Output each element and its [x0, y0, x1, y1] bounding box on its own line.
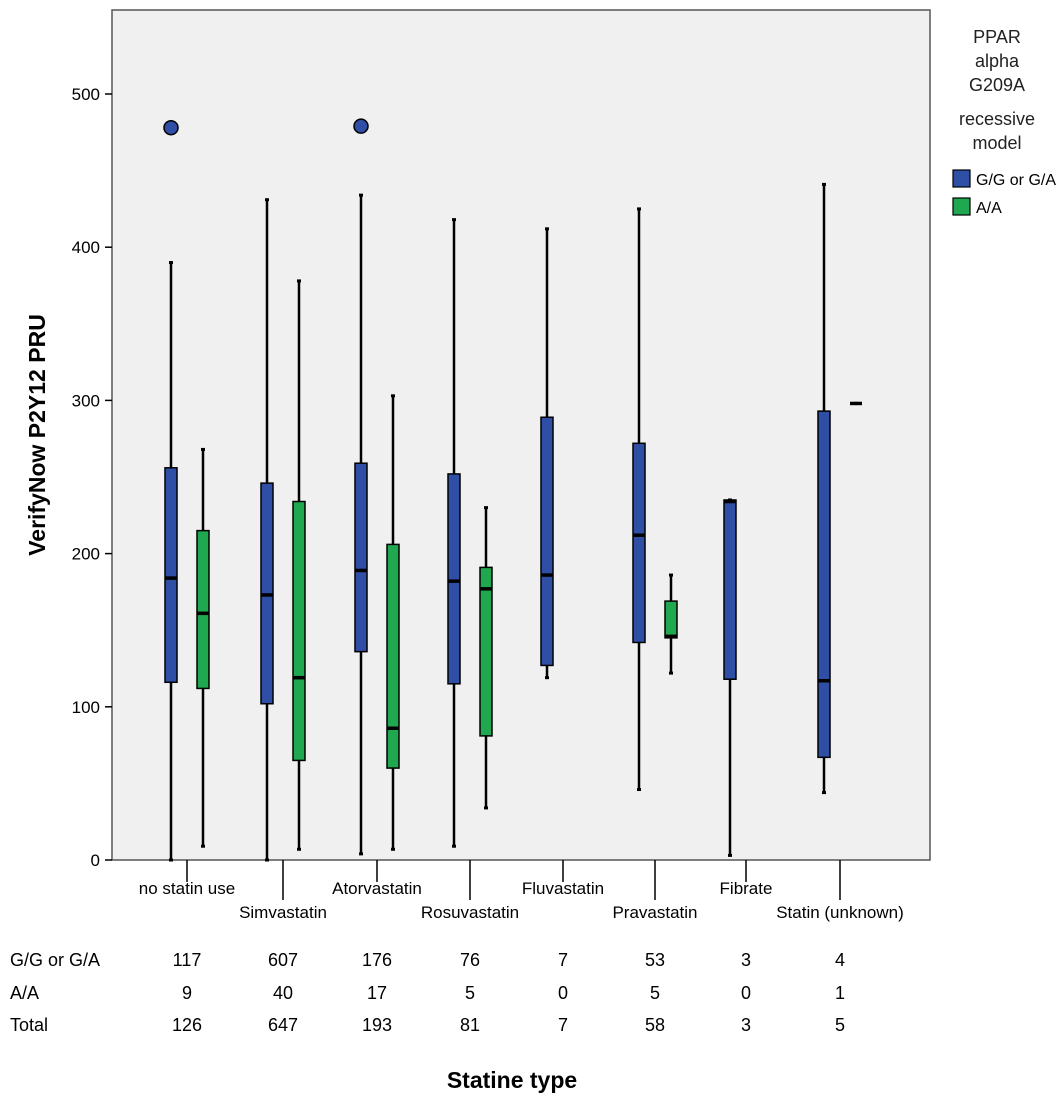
category-label: Statin (unknown) [776, 903, 904, 922]
table-row-label: Total [10, 1015, 48, 1035]
legend-label-gg-ga: G/G or G/A [976, 172, 1056, 189]
iqr-box [164, 467, 178, 684]
category-label: Fibrate [720, 879, 773, 898]
iqr-box [354, 462, 368, 653]
y-tick-label: 400 [72, 238, 100, 257]
legend-title-line: G209A [969, 75, 1025, 95]
table-cell: 53 [645, 950, 665, 970]
box-1-1 [292, 279, 306, 851]
iqr-box [447, 473, 461, 685]
category-label: Fluvastatin [522, 879, 604, 898]
y-tick-label: 0 [91, 851, 100, 870]
iqr-box [386, 543, 400, 769]
counts-table: G/G or G/A 117 607 176 76 7 53 3 4A/A 9 40 17 5 0 5 0 1T… [10, 950, 845, 1035]
iqr-box [632, 442, 646, 644]
y-tick-label: 300 [72, 391, 100, 410]
box-1-0 [260, 198, 274, 862]
legend-swatch-gg-ga [952, 169, 971, 188]
table-cell: 647 [268, 1015, 298, 1035]
y-tick-label: 200 [72, 545, 100, 564]
box-0-1 [196, 447, 210, 848]
table-cell: 176 [362, 950, 392, 970]
table-cell: 7 [558, 1015, 568, 1035]
legend-title-line: model [972, 133, 1021, 153]
iqr-box [540, 416, 554, 667]
box-2-1 [386, 394, 400, 851]
table-cell: 193 [362, 1015, 392, 1035]
table-cell: 76 [460, 950, 480, 970]
table-cell: 607 [268, 950, 298, 970]
table-cell: 58 [645, 1015, 665, 1035]
table-cell: 126 [172, 1015, 202, 1035]
table-cell: 9 [182, 983, 192, 1003]
y-tick-label: 500 [72, 85, 100, 104]
table-row-label: A/A [10, 983, 39, 1003]
table-cell: 1 [835, 983, 845, 1003]
x-axis-title: Statine type [447, 1067, 577, 1093]
iqr-box [479, 566, 493, 737]
category-label: Pravastatin [612, 903, 697, 922]
table-cell: 3 [741, 950, 751, 970]
table-cell: 40 [273, 983, 293, 1003]
box-3-0 [447, 218, 461, 848]
iqr-box [292, 500, 306, 762]
legend: PPAR alpha G209A recessive model G/G or … [952, 27, 1056, 217]
table-cell: 117 [173, 950, 202, 970]
box-0-0 [163, 119, 179, 862]
table-cell: 5 [835, 1015, 845, 1035]
table-cell: 17 [367, 983, 387, 1003]
box-4-0 [540, 227, 554, 680]
outlier-point [353, 118, 369, 134]
box-7-0 [817, 182, 831, 795]
iqr-box [817, 410, 831, 759]
table-cell: 4 [835, 950, 845, 970]
table-cell: 3 [741, 1015, 751, 1035]
table-cell: 0 [558, 983, 568, 1003]
box-3-1 [479, 506, 493, 810]
table-row-label: G/G or G/A [10, 950, 100, 970]
table-cell: 0 [741, 983, 751, 1003]
legend-title-line: PPAR [973, 27, 1021, 47]
y-axis-title: VerifyNow P2Y12 PRU [24, 314, 50, 556]
outlier-point [163, 119, 179, 136]
table-cell: 7 [558, 950, 568, 970]
legend-label-aa: A/A [976, 200, 1002, 217]
table-cell: 81 [460, 1015, 480, 1035]
legend-swatch-aa [952, 197, 971, 216]
plot-area [111, 9, 931, 861]
category-label: Atorvastatin [332, 879, 422, 898]
category-label: Rosuvastatin [421, 903, 519, 922]
box-5-1 [664, 573, 678, 675]
category-label: Simvastatin [239, 903, 327, 922]
iqr-box [664, 600, 678, 639]
legend-title-line: alpha [975, 51, 1020, 71]
box-6-0 [723, 498, 737, 857]
table-cell: 5 [650, 983, 660, 1003]
box-5-0 [632, 207, 646, 792]
iqr-box [196, 529, 210, 690]
table-cell: 5 [465, 983, 475, 1003]
category-label: no statin use [139, 879, 235, 898]
legend-title-line: recessive [959, 109, 1035, 129]
iqr-box [723, 499, 737, 680]
y-tick-label: 100 [72, 698, 100, 717]
box-2-0 [353, 118, 369, 856]
